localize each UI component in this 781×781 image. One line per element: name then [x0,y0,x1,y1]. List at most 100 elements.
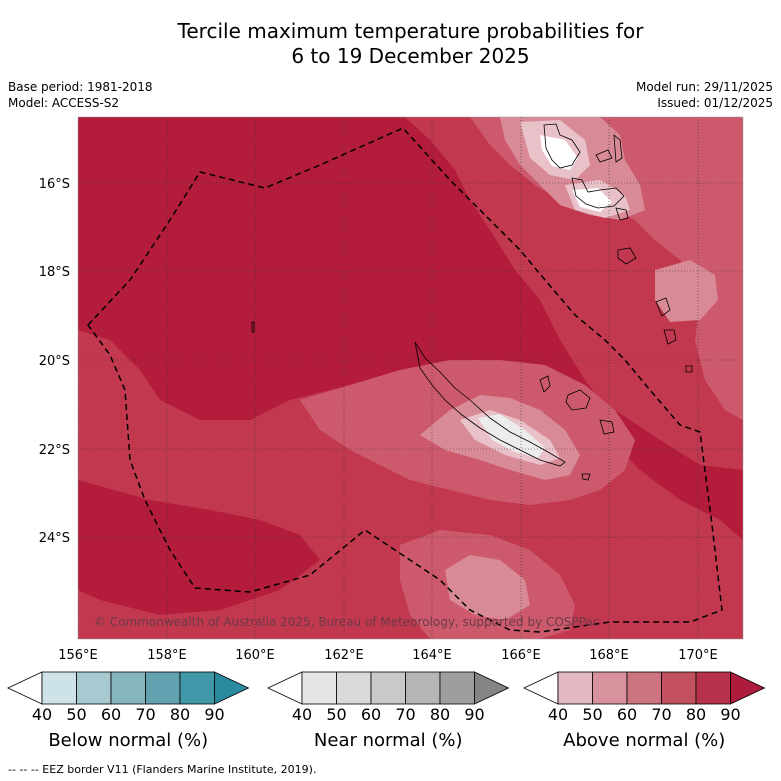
lat-label-18s: 18°S [39,265,70,280]
lat-label-24s: 24°S [39,531,70,546]
lon-label-168e: 168°E [589,648,629,663]
near-normal-tick-label: 80 [430,705,450,724]
near-normal-tick-label: 40 [292,705,312,724]
above-normal-colorbar-title: Above normal (%) [563,730,725,751]
erromango-coast [617,247,637,265]
eez-footnote: -- -- -- EEZ border V11 (Flanders Marine… [8,763,317,776]
above-normal-colorbar: 40 50 60 70 80 90 Above normal (%) [523,671,766,751]
lon-label-162e: 162°E [324,648,364,663]
below-normal-tick-label: 40 [32,705,52,724]
near-normal-segment [301,671,337,705]
below-normal-arrow-high [214,671,250,705]
probability-field: © Commonwealth of Australia 2025, Bureau… [78,117,743,639]
below-normal-tick-label: 80 [170,705,190,724]
above-normal-segment [557,671,593,705]
above-normal-tick-label: 70 [651,705,671,724]
above-normal-tick-label: 90 [720,705,740,724]
below-normal-segment [110,671,146,705]
map-copyright: © Commonwealth of Australia 2025, Bureau… [94,615,599,629]
above-50-60-zone-northeast [655,260,718,322]
lat-label-16s: 16°S [39,177,70,192]
near-normal-segment [336,671,372,705]
above-80-90-patch-southwest [78,480,320,615]
neutral-core-new-caledonia [478,414,545,458]
below-normal-colorbar-title: Below normal (%) [48,730,208,751]
near-normal-arrow-high [474,671,510,705]
aneityum-coast [663,329,677,345]
near-normal-segment [370,671,406,705]
above-50-60-zone-south [445,555,530,620]
neutral-core-vanuatu-north [540,135,578,170]
below-normal-tick-label: 50 [66,705,86,724]
longitude-axis: 156°E 158°E 160°E 162°E 164°E 166°E 168°… [58,648,718,663]
lat-label-20s: 20°S [39,354,70,369]
loyalty-island-lifou [565,389,591,411]
near-normal-segment [405,671,441,705]
map-gridlines [78,117,743,639]
title-line-2: 6 to 19 December 2025 [291,44,530,68]
above-normal-segment [626,671,662,705]
below-normal-segment [145,671,181,705]
chesterfield-islands [251,321,255,333]
below-normal-tick-label: 90 [204,705,224,724]
above-normal-tick-label: 50 [582,705,602,724]
colorbar-legends: 40 50 60 70 80 90 Below normal (%) 40 50 60 70 80 90… [7,671,766,751]
below-normal-tick-label: 60 [101,705,121,724]
title-line-1: Tercile maximum temperature probabilitie… [177,19,644,43]
near-normal-tick-label: 60 [361,705,381,724]
latitude-axis: 16°S 18°S 20°S 22°S 24°S [39,177,70,546]
maewo-coast [613,134,623,163]
lon-label-166e: 166°E [501,648,541,663]
above-60-70-zone-east [695,290,743,420]
above-normal-segment [695,671,731,705]
new-caledonia-coast [414,341,566,467]
efate-coast [615,207,629,221]
lon-label-158e: 158°E [147,648,187,663]
below-normal-segment [76,671,112,705]
below-normal-colorbar: 40 50 60 70 80 90 Below normal (%) [7,671,250,751]
issued-date: Issued: 01/12/2025 [657,96,773,110]
above-normal-tick-label: 60 [617,705,637,724]
below-normal-tick-label: 70 [135,705,155,724]
matthew-island [685,365,693,373]
lon-label-160e: 160°E [235,648,275,663]
near-normal-segment [439,671,475,705]
above-normal-segment [592,671,628,705]
above-normal-arrow-high [730,671,766,705]
loyalty-island-mare [599,419,615,435]
malekula-coast [571,177,625,209]
near-normal-tick-label: 70 [395,705,415,724]
near-normal-tick-label: 50 [326,705,346,724]
above-normal-arrow-low [523,671,559,705]
lat-label-22s: 22°S [39,443,70,458]
near-normal-tick-label: 90 [464,705,484,724]
meta-right: Model run: 29/11/2025 Issued: 01/12/2025 [636,79,773,111]
near-normal-colorbar-title: Near normal (%) [314,730,463,751]
above-normal-segment [661,671,697,705]
loyalty-island-ouvea [539,375,551,393]
espiritu-santo-coast [543,123,581,169]
isle-of-pines [581,473,591,481]
near-normal-arrow-low [267,671,303,705]
model-run: Model run: 29/11/2025 [635,80,773,94]
below-normal-segment [41,671,77,705]
map-frame [77,116,744,640]
ambae-coast [595,149,613,163]
lon-label-170e: 170°E [678,648,718,663]
neutral-core-vanuatu-central [572,188,612,212]
coastlines [251,123,693,481]
above-normal-tick-label: 80 [686,705,706,724]
chart-title: Tercile maximum temperature probabilitie… [0,19,781,69]
lon-label-156e: 156°E [58,648,98,663]
eez-border [87,127,723,633]
base-period: Base period: 1981-2018 [8,80,153,94]
model-name: Model: ACCESS-S2 [8,96,120,110]
below-normal-arrow-low [7,671,43,705]
lon-label-164e: 164°E [412,648,452,663]
tanna-coast [655,297,671,317]
meta-left: Base period: 1981-2018 Model: ACCESS-S2 [8,79,153,111]
below-normal-segment [179,671,215,705]
above-normal-tick-label: 40 [548,705,568,724]
